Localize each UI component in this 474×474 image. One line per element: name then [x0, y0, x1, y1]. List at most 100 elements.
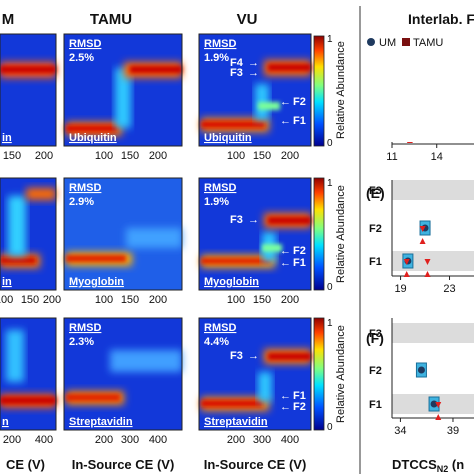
panel-letter: (F)	[366, 330, 384, 346]
vu-feature-arrow: →	[248, 350, 259, 362]
ccs-axis-label: DTCCSN2 (n	[392, 457, 464, 474]
red-arrow-down	[424, 259, 431, 265]
vu-feature-arrow: ←	[280, 390, 291, 402]
colorbar-tick-top: 1	[327, 34, 333, 45]
legend-um-marker	[367, 38, 375, 46]
tamu-tick-label: 300	[121, 434, 139, 446]
row2-tamu-heatmap	[63, 177, 183, 291]
vu-feature-arrow: →	[248, 67, 259, 79]
red-arrow-up	[435, 414, 442, 420]
feature-band	[392, 180, 474, 200]
colorbar-tick-bottom: 0	[327, 422, 333, 433]
tamu-rmsd-value: 2.9%	[69, 196, 94, 208]
interlab-title: Interlab. F	[408, 11, 474, 27]
ccs-main: DTCCS	[392, 457, 437, 472]
x-tick-label: 34	[394, 425, 406, 437]
colorbar-row2	[313, 177, 325, 291]
vu-rmsd-label: RMSD	[204, 38, 236, 50]
tamu-rmsd-value: 2.3%	[69, 336, 94, 348]
col1-tick-label: 200	[43, 294, 61, 306]
data-point	[417, 366, 425, 374]
tamu-tick-label: 200	[149, 294, 167, 306]
col3-title: VU	[237, 11, 258, 28]
vu-rmsd-value: 1.9%	[204, 52, 229, 64]
red-arrow-up	[419, 238, 426, 244]
vu-feature-arrow: →	[248, 214, 259, 226]
red-arrow-up	[403, 271, 410, 277]
colorbar-tick-top: 1	[327, 178, 333, 189]
tamu-rmsd-value: 2.5%	[69, 52, 94, 64]
tamu-tick-label: 150	[121, 294, 139, 306]
x-tick-label: 19	[394, 283, 406, 295]
legend-tamu-label: TAMU	[413, 37, 443, 49]
col3-xlabel: In-Source CE (V)	[204, 457, 307, 472]
colorbar-tick-bottom: 0	[327, 282, 333, 293]
vu-feature-arrow: ←	[280, 96, 291, 108]
vu-feature-label: F1	[293, 115, 306, 127]
red-arrow-up	[424, 271, 431, 277]
tamu-protein-label: Myoglobin	[69, 276, 124, 288]
col1-tick-label: 400	[35, 434, 53, 446]
col2-title: TAMU	[90, 11, 132, 28]
vu-tick-label: 300	[253, 434, 271, 446]
row3-vu-heatmap	[198, 317, 312, 431]
row2-vu-heatmap	[198, 177, 312, 291]
col1-title: M	[2, 11, 15, 28]
vu-rmsd-label: RMSD	[204, 182, 236, 194]
vu-protein-label: Myoglobin	[204, 276, 259, 288]
row1-vu-heatmap	[198, 33, 312, 147]
col2-xlabel: In-Source CE (V)	[72, 457, 175, 472]
col1-xlabel: CE (V)	[6, 457, 45, 472]
vu-tick-label: 200	[281, 150, 299, 162]
tamu-protein-label: Ubiquitin	[69, 132, 117, 144]
vu-tick-label: 150	[253, 150, 271, 162]
row1-col1-heatmap	[0, 33, 57, 147]
colorbar-label: Relative Abundance	[335, 185, 347, 283]
tamu-protein-label: Streptavidin	[69, 416, 133, 428]
vu-tick-label: 150	[253, 294, 271, 306]
vu-tick-label: 100	[227, 150, 245, 162]
tamu-tick-label: 200	[95, 434, 113, 446]
vu-feature-label: F2	[293, 401, 306, 413]
feature-label: F3	[369, 328, 382, 340]
colorbar-tick-bottom: 0	[327, 138, 333, 149]
ccs-sub: N2	[437, 464, 449, 474]
right-panel-d	[364, 50, 474, 142]
colorbar-row3	[313, 317, 325, 431]
x-tick-label: 23	[443, 283, 455, 295]
vu-tick-label: 100	[227, 294, 245, 306]
col1-protein-partial: in	[2, 132, 12, 144]
col1-tick-label: 100	[0, 294, 13, 306]
vu-feature-label: F3	[230, 67, 243, 79]
feature-label: F1	[369, 399, 382, 411]
vu-feature-label: F3	[230, 214, 243, 226]
vu-feature-label: F1	[293, 390, 306, 402]
red-arrow-down	[403, 259, 410, 265]
col1-tick-label: 200	[35, 150, 53, 162]
panel-letter: (E)	[366, 185, 385, 201]
tamu-tick-label: 100	[95, 150, 113, 162]
vu-feature-label: F2	[293, 96, 306, 108]
vu-rmsd-label: RMSD	[204, 322, 236, 334]
row2-col1-heatmap	[0, 177, 57, 291]
vu-feature-arrow: →	[248, 57, 259, 69]
feature-label: F1	[369, 256, 382, 268]
vu-protein-label: Ubiquitin	[204, 132, 252, 144]
feature-label: F2	[369, 365, 382, 377]
x-tick-label: 39	[447, 425, 459, 437]
tamu-tick-label: 100	[95, 294, 113, 306]
x-tick-label: 11	[386, 151, 397, 163]
colorbar-row1	[313, 35, 325, 147]
tamu-tick-label: 400	[149, 434, 167, 446]
col1-tick-label: 200	[3, 434, 21, 446]
x-tick-label: 14	[431, 151, 443, 163]
colorbar-label: Relative Abundance	[335, 325, 347, 423]
ccs-rest: (n	[448, 457, 464, 472]
tamu-tick-label: 200	[149, 150, 167, 162]
vu-tick-label: 400	[281, 434, 299, 446]
vu-feature-label: F4	[230, 57, 244, 69]
row1-tamu-heatmap	[63, 33, 183, 147]
red-arrow-down	[435, 402, 442, 408]
